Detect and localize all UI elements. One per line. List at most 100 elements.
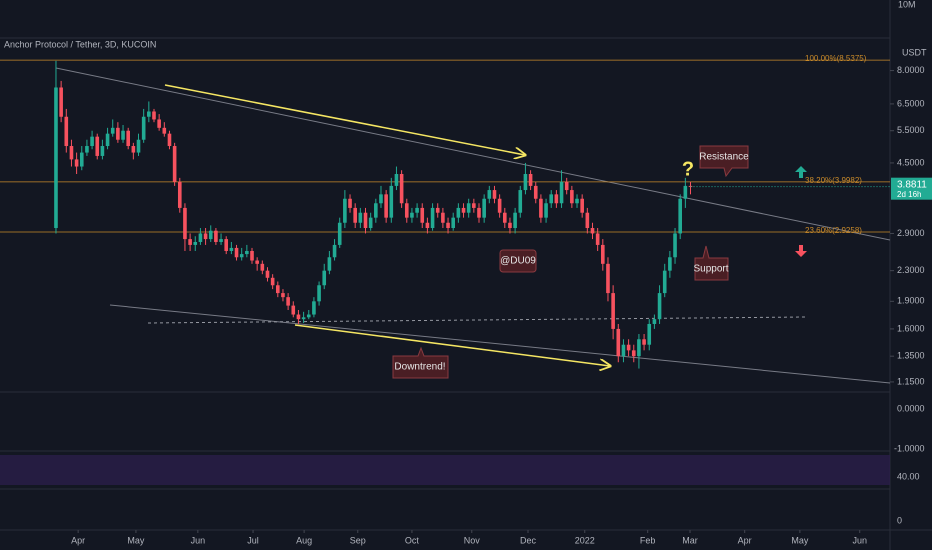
candle-body [673,233,677,258]
candle-body [275,285,280,294]
candle-body [518,190,523,213]
candle-body [456,207,461,218]
x-tick-label: 2022 [575,535,595,545]
candle-body [544,203,548,218]
fib-label: 23.60%(2.9258) [805,226,862,235]
candle-body [270,277,275,286]
candle-body [487,190,492,199]
candle-body [162,127,167,134]
candle-body [508,222,512,229]
candle-body [131,146,136,153]
candle-body [621,344,626,357]
x-tick-label: May [791,535,809,545]
candle-body [147,111,151,117]
candle-body [559,181,564,204]
candle-body [492,190,497,199]
candle-body [590,228,595,234]
candle-body [379,194,383,204]
candle-body [466,203,471,213]
chart-title: Anchor Protocol / Tether, 3D, KUCOIN [4,39,156,49]
candle-body [74,159,79,167]
candle-body [337,222,342,245]
callout [694,245,729,281]
candle-body [90,136,94,147]
candle-body [368,217,373,229]
candle-body [229,247,234,251]
candle-body [595,233,600,245]
candle-body [54,87,58,229]
y-tick-label: 1.1500 [897,376,925,386]
candle-body [575,198,579,204]
candle-body [121,130,125,140]
candle-body [441,212,445,223]
up-arrow [795,166,807,178]
candle-body [79,152,84,167]
candle-body [296,314,301,320]
question-mark: ? [682,158,694,180]
candle-body [245,250,249,255]
candle-body [647,323,652,345]
candle-body [554,194,559,204]
candle-body [59,87,63,117]
fib-label: 38.20%(3.9982) [805,176,862,185]
x-tick-label: Nov [464,535,481,545]
y-tick-label: 8.0000 [897,65,925,75]
candle-body [193,241,198,245]
candle-body [399,174,404,204]
candle-body [626,344,631,351]
candle-body [116,127,120,140]
candle-body [410,212,414,218]
candle-body [606,263,610,294]
x-tick-label: Jul [247,535,259,545]
candle-body [281,293,285,298]
last-price-label: 3.8811 [897,179,927,190]
countdown-label: 2d 16h [897,190,921,199]
candle-body [343,198,347,223]
candle-body [678,198,682,234]
macd-tick-label: -1.0000 [894,443,925,453]
candle-body [425,222,430,229]
candle-body [198,233,203,242]
candle-body [126,130,131,147]
candle-body [260,263,265,271]
candle-body [642,339,646,345]
candle-body [327,257,332,271]
candle-body [353,207,357,223]
candle-body [502,212,507,223]
currency-label: USDT [902,47,927,57]
candle-body [446,222,450,229]
bottom-tick-label: 0 [897,515,902,525]
candle-body [136,139,141,153]
candle-body [234,247,239,258]
candle-body [317,285,321,302]
y-tick-label: 1.9000 [897,296,925,306]
candle-body [611,293,615,329]
y-tick-label: 6.5000 [897,98,925,108]
x-tick-label: Aug [296,535,312,545]
candle-body [306,314,311,318]
x-tick-label: Mar [682,535,698,545]
candle-body [219,239,223,242]
candle-body [523,174,528,191]
y-tick-label: 2.9000 [897,228,925,238]
candle-body [363,212,368,229]
candle-body [172,146,177,182]
candle-body [141,116,146,140]
candle-body [291,305,296,315]
x-tick-label: Dec [520,535,537,545]
candle-body [85,146,89,153]
x-tick-label: Apr [738,535,752,545]
candle-body [255,260,259,264]
trend-line [55,67,891,241]
arrow [294,324,610,366]
candle-body [570,190,574,204]
candle-body [224,239,229,251]
candle-body [105,133,110,147]
rsi-tick-label: 40.00 [897,471,920,481]
candle-body [322,270,327,286]
candle-body [64,116,69,147]
candle-body [374,203,378,218]
candle-body [683,185,688,199]
candle-body [239,254,244,258]
candle-body [183,207,187,240]
